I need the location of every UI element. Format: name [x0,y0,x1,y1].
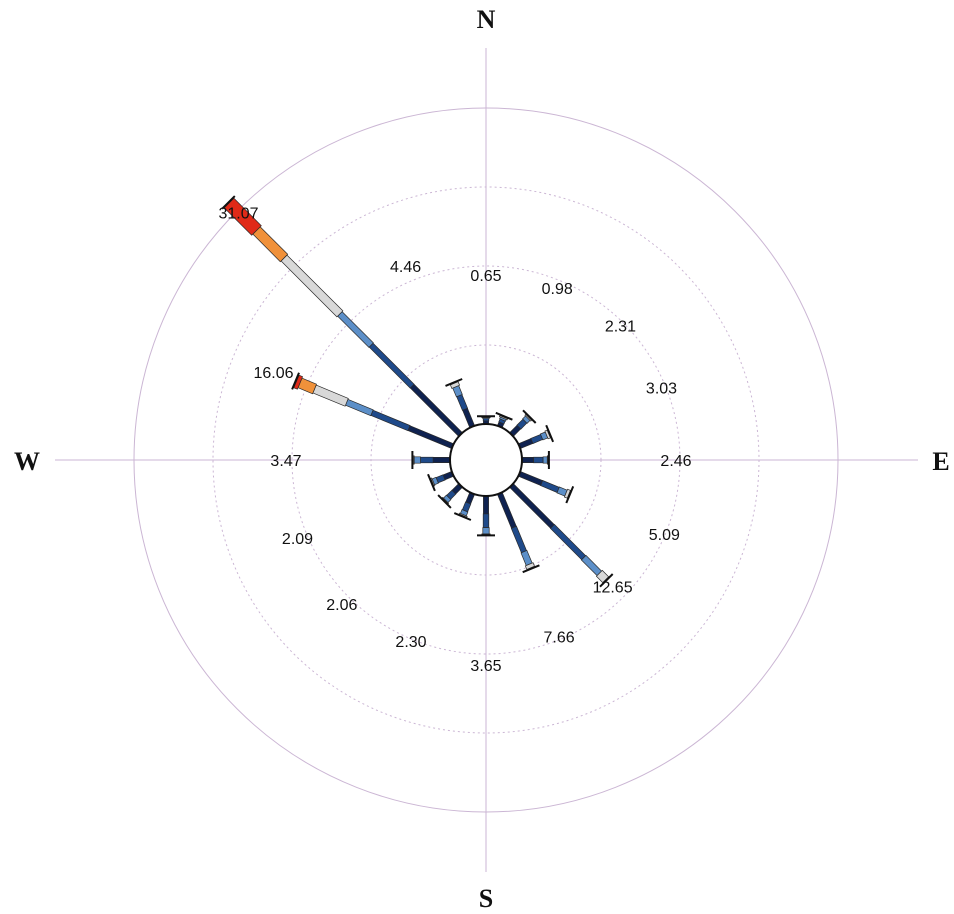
bar-segment [430,477,436,487]
direction-bar [477,495,495,537]
value-label: 3.47 [270,453,301,470]
bar-segment [510,525,527,554]
direction-bar [521,451,550,469]
bar-segment [368,342,415,389]
bar-end-cap [453,512,472,521]
calm-center-circle [449,423,523,497]
value-label: 31.07 [218,206,258,223]
bar-segment [509,483,555,529]
bar-segment [524,562,535,570]
bar-segment [413,456,421,464]
value-label: 2.06 [326,597,357,614]
bar-segment [456,394,469,411]
value-label: 4.46 [390,259,421,276]
value-labels: 0.65 0.98 2.31 3.03 2.46 5.09 12.65 7.66 3.65 2.3… [218,206,691,676]
bar-end-cap [445,378,463,387]
direction-bar [437,483,463,509]
bar-segment [482,513,490,528]
bar-segment [252,226,289,263]
bar-segment [458,512,468,518]
value-label: 3.03 [646,380,677,397]
bar-segment [540,480,560,493]
value-label: 16.06 [253,365,293,382]
bar-segment [344,398,374,417]
direction-bars [221,195,614,588]
value-label: 2.09 [282,531,313,548]
bar-segment [481,533,491,535]
bar-segment [312,384,349,407]
bar-end-cap [599,573,614,588]
compass-south-label: S [479,884,493,913]
bar-end-cap [565,486,575,504]
direction-bar [411,451,451,469]
bar-segment [370,409,411,432]
bar-segment [498,415,509,421]
bar-end-cap [545,424,555,443]
value-label: 0.98 [542,281,573,298]
bar-end-cap [221,195,236,210]
bar-end-cap [427,473,436,492]
compass-west-label: W [14,447,40,476]
bar-segment [520,549,533,566]
bar-end-cap [495,411,513,421]
direction-bar [495,411,513,429]
bar-segment [482,527,490,535]
bar-segment [280,254,344,318]
direction-bar [427,470,455,492]
bar-segment [517,470,544,486]
value-label: 2.31 [605,319,636,336]
value-label: 0.65 [470,268,501,285]
compass-east-label: E [932,447,949,476]
direction-bar [453,491,476,521]
bar-segment [542,456,548,464]
bar-segment [533,456,544,464]
bar-end-cap [291,372,300,390]
bar-segment [413,455,415,465]
bar-segment [481,416,491,419]
value-label: 2.30 [395,634,426,651]
bar-segment [546,455,549,465]
direction-bar [509,483,614,588]
value-label: 2.46 [660,453,691,470]
bar-segment [432,457,451,463]
bar-segment [563,488,571,499]
bar-segment [544,429,551,440]
direction-bar [509,409,537,437]
value-label: 3.65 [470,658,501,675]
bar-segment [496,491,517,529]
bar-end-cap [522,564,540,574]
bar-segment [407,425,455,450]
value-label: 5.09 [649,527,680,544]
value-label: 12.65 [593,580,633,597]
bar-segment [580,554,603,577]
direction-bar [496,491,540,574]
bar-end-cap [522,409,537,424]
direction-bar [221,195,463,437]
compass-north-label: N [477,5,496,34]
bar-segment [462,407,476,429]
bar-segment [521,457,534,463]
bar-segment [549,523,587,561]
direction-bar [291,372,455,450]
bar-segment [420,456,434,464]
direction-bar [517,424,555,450]
bar-end-cap [437,494,452,509]
value-label: 7.66 [544,630,575,647]
direction-bar [477,415,495,425]
bar-segment [483,495,489,515]
